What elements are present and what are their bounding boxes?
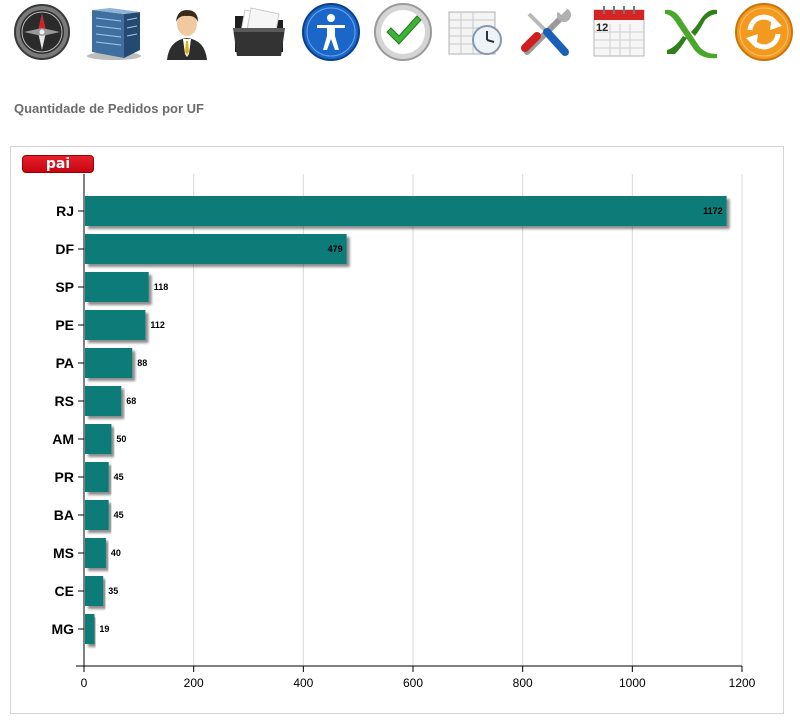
- toolbar: 12: [0, 0, 800, 68]
- schedule-icon[interactable]: [445, 2, 505, 62]
- excel-icon[interactable]: [661, 2, 721, 62]
- calendar-day-text: 12: [596, 22, 608, 34]
- checkmark-icon[interactable]: [373, 2, 433, 62]
- building-icon[interactable]: [84, 2, 144, 62]
- compass-icon[interactable]: [12, 2, 72, 62]
- user-icon[interactable]: [157, 2, 217, 62]
- calendar-icon[interactable]: 12: [590, 2, 650, 62]
- tools-icon[interactable]: [517, 2, 577, 62]
- filter-button[interactable]: pai: [22, 155, 94, 173]
- accessibility-icon[interactable]: [301, 2, 361, 62]
- folder-icon[interactable]: [229, 2, 289, 62]
- chart-panel: [10, 146, 784, 714]
- refresh-icon[interactable]: [734, 2, 794, 62]
- page-title: Quantidade de Pedidos por UF: [14, 101, 204, 116]
